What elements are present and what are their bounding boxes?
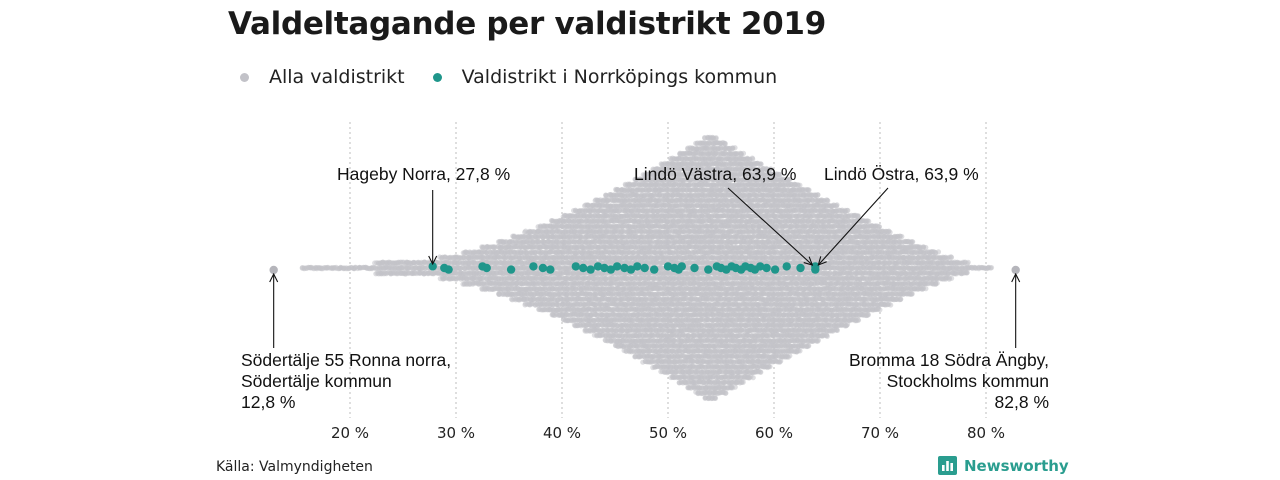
legend-dot-all <box>240 72 249 82</box>
legend-item-norrkoping: Valdistrikt i Norrköpings kommun <box>432 66 778 88</box>
chart-title: Valdeltagande per valdistrikt 2019 <box>228 6 826 42</box>
background-swarm <box>299 134 995 402</box>
legend: Alla valdistrikt Valdistrikt i Norrköpin… <box>240 66 805 88</box>
legend-dot-norrkoping <box>432 72 442 82</box>
legend-item-all: Alla valdistrikt <box>240 66 405 88</box>
legend-label-norrkoping: Valdistrikt i Norrköpings kommun <box>461 66 778 88</box>
legend-label-all: Alla valdistrikt <box>269 66 405 88</box>
